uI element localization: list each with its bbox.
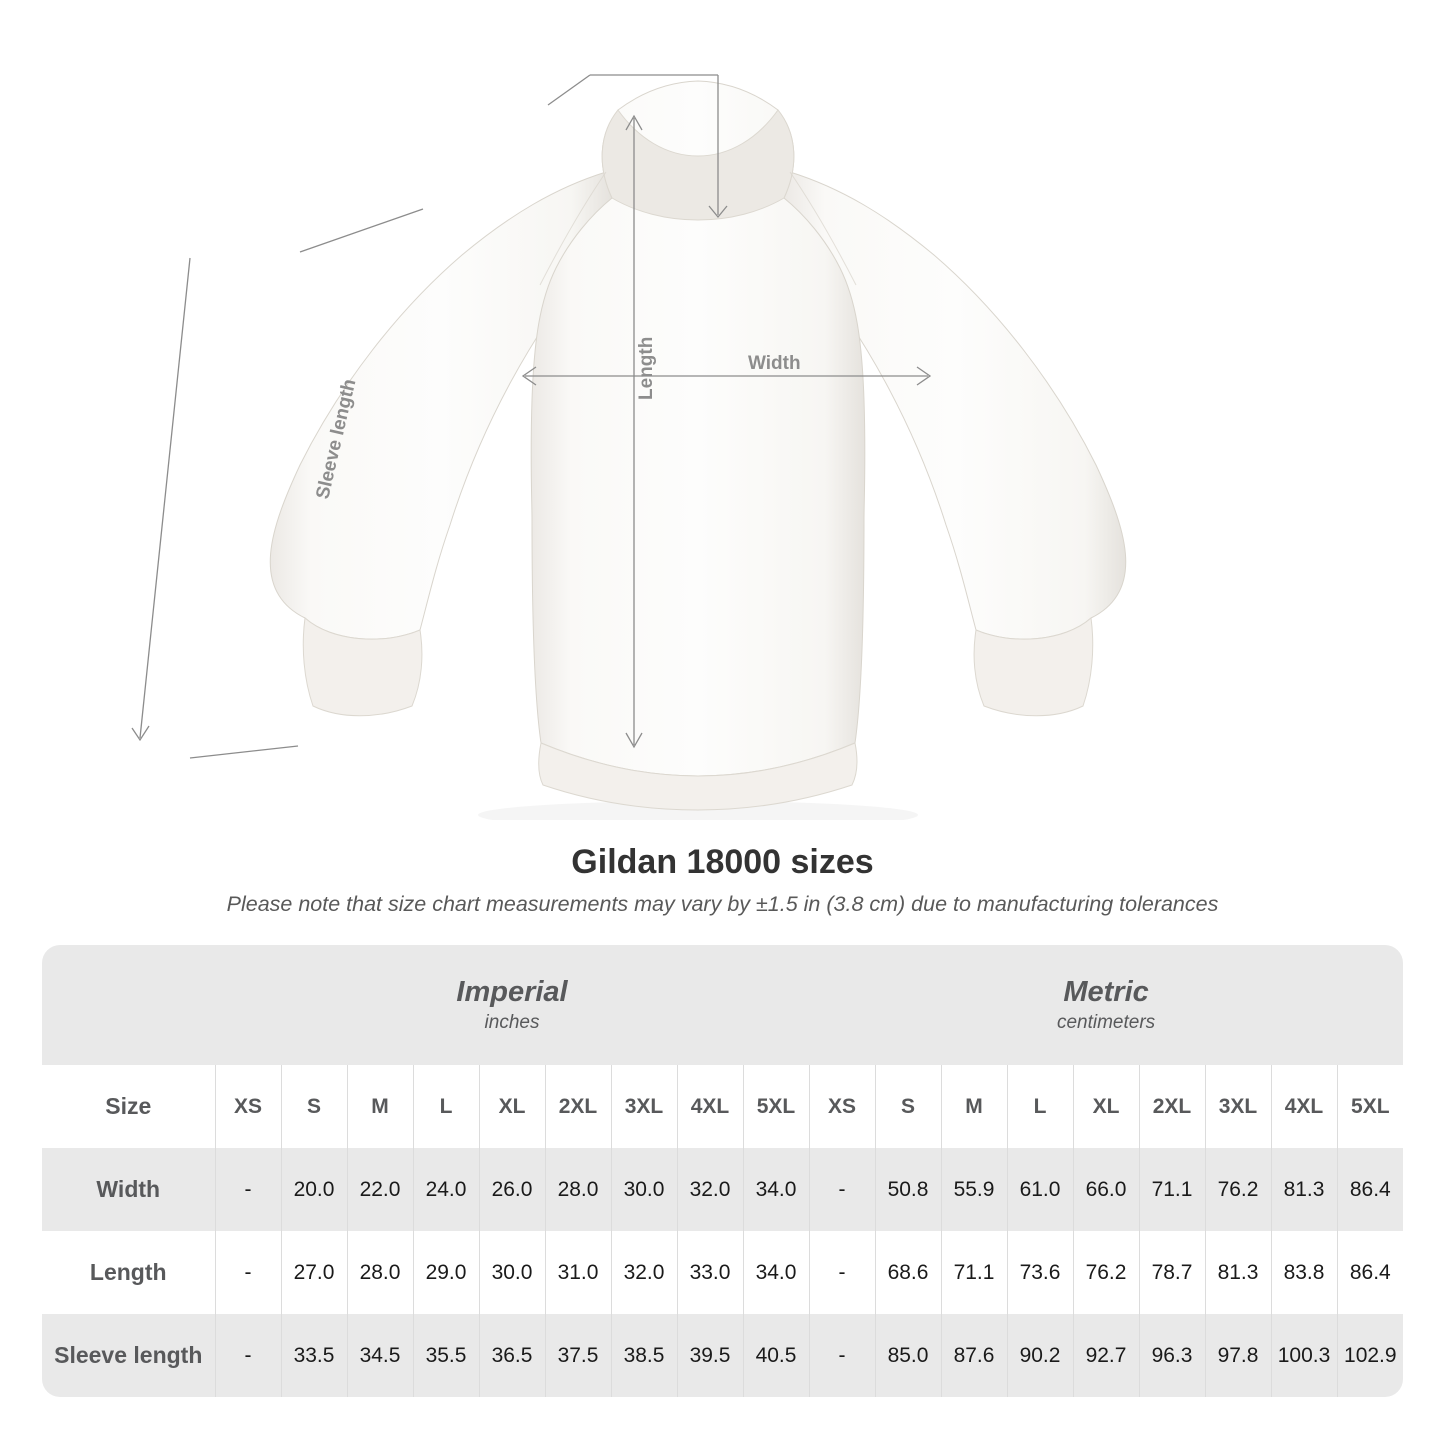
svg-text:Length: Length <box>636 337 657 400</box>
svg-text:Width: Width <box>748 353 801 374</box>
